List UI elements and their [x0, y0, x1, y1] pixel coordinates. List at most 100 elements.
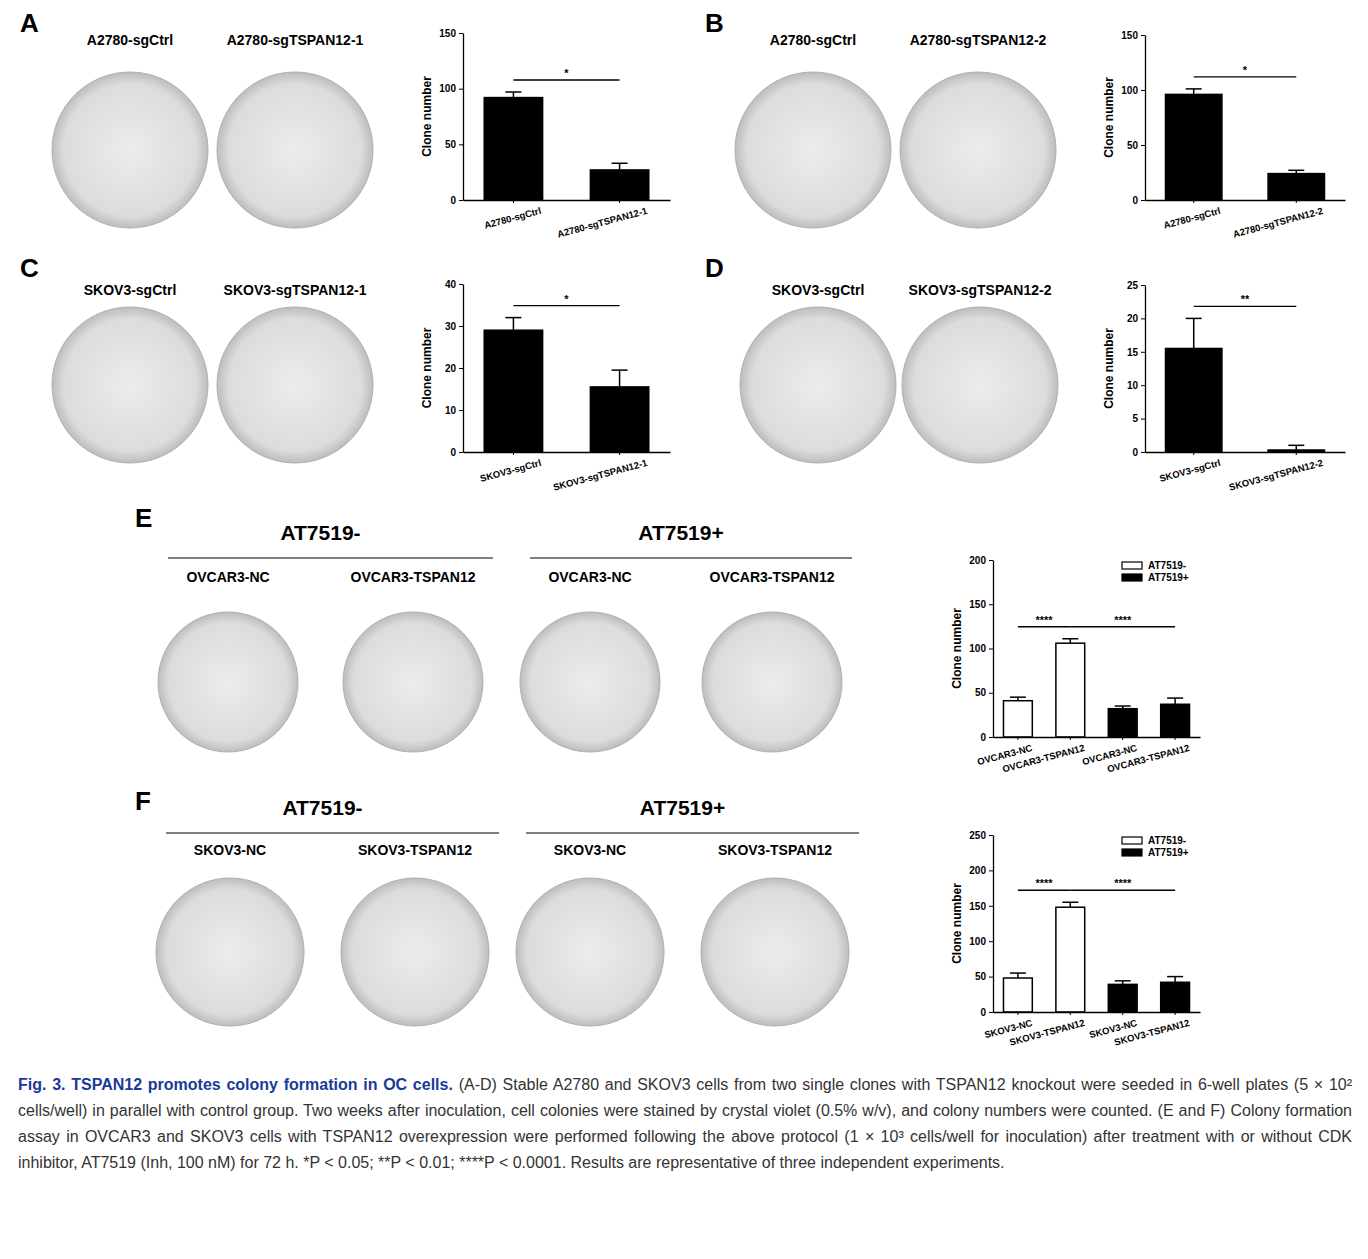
y-axis-title: Clone number: [1102, 77, 1116, 158]
bar: [1108, 984, 1137, 1012]
figure: AA2780-sgCtrlA2780-sgTSPAN12-1BA2780-sgC…: [0, 0, 1368, 1259]
tick-label: SKOV3-sgTSPAN12-2: [1228, 457, 1325, 493]
tick-mark: [989, 870, 993, 871]
tick-label: 150: [969, 901, 986, 912]
error-cap: [1288, 170, 1304, 172]
tick-mark: [1122, 1012, 1123, 1015]
group-header: AT7519-: [280, 521, 360, 544]
tick-label: 0: [980, 732, 986, 743]
tick-mark: [459, 89, 463, 90]
y-tick: 0: [1132, 195, 1145, 206]
error-stem: [619, 163, 621, 170]
dish-image: [52, 307, 208, 463]
tick-mark: [1070, 1012, 1071, 1015]
tick-mark: [459, 326, 463, 327]
dish-label: SKOV3-TSPAN12: [358, 842, 472, 858]
axis-line: [1145, 36, 1146, 201]
dish-label: SKOV3-TSPAN12: [718, 842, 832, 858]
tick-mark: [459, 284, 463, 285]
bar: [1161, 704, 1190, 737]
x-tick: OVCAR3-TSPAN12: [1001, 737, 1086, 775]
x-axis: SKOV3-sgCtrlSKOV3-sgTSPAN12-2: [1146, 452, 1346, 493]
dish-image: [735, 72, 891, 228]
y-tick: 15: [1127, 347, 1145, 358]
tick-label: 150: [969, 599, 986, 610]
error-stem: [513, 318, 515, 331]
error-cap: [1186, 318, 1202, 320]
tick-label: 5: [1132, 413, 1138, 424]
tick-mark: [1017, 737, 1018, 740]
tick-label: 20: [1127, 313, 1139, 324]
y-tick: 250: [969, 830, 993, 841]
error-stem: [619, 370, 621, 387]
y-tick: 100: [439, 83, 463, 94]
bar: [1268, 174, 1324, 200]
dish-label: OVCAR3-TSPAN12: [710, 569, 835, 585]
plot-area: [1003, 902, 1189, 1012]
tick-label: SKOV3-TSPAN12: [1113, 1017, 1191, 1048]
tick-label: 0: [450, 195, 456, 206]
tick-label: OVCAR3-TSPAN12: [1001, 742, 1086, 775]
x-tick: SKOV3-sgCtrl: [1158, 452, 1222, 484]
significance-line: [513, 79, 619, 80]
error-cap: [1062, 638, 1078, 640]
dish-image: [158, 612, 298, 752]
tick-mark: [1296, 200, 1297, 203]
dish-label: OVCAR3-NC: [186, 569, 269, 585]
bar: [1003, 978, 1032, 1012]
dish-label: SKOV3-sgTSPAN12-2: [909, 282, 1052, 298]
error-bar: [1010, 973, 1026, 978]
error-cap: [505, 91, 521, 93]
dish-image: [520, 612, 660, 752]
tick-label: SKOV3-sgCtrl: [479, 457, 543, 484]
chart: 050100150A2780-sgCtrlA2780-sgTSPAN12-1Cl…: [420, 28, 671, 240]
x-tick: OVCAR3-TSPAN12: [1106, 737, 1191, 775]
legend-swatch: [1122, 837, 1142, 844]
y-tick: 5: [1132, 413, 1145, 424]
group-header: AT7519+: [640, 796, 725, 819]
y-axis: 050100150: [439, 28, 463, 206]
tick-label: 200: [969, 865, 986, 876]
tick-mark: [513, 200, 514, 203]
y-tick: 20: [445, 363, 463, 374]
bar: [1166, 94, 1222, 200]
tick-label: 0: [980, 1007, 986, 1018]
axis-line: [994, 1012, 1201, 1013]
dish-label: SKOV3-NC: [554, 842, 626, 858]
tick-mark: [1122, 737, 1123, 740]
tick-mark: [1070, 737, 1071, 740]
tick-mark: [1017, 1012, 1018, 1015]
tick-mark: [1141, 419, 1145, 420]
y-axis-title: Clone number: [950, 608, 964, 689]
dish-label: SKOV3-sgCtrl: [772, 282, 865, 298]
bar: [1108, 709, 1137, 737]
error-bar: [612, 370, 628, 387]
tick-mark: [989, 835, 993, 836]
tick-mark: [1141, 145, 1145, 146]
bar: [590, 170, 648, 200]
tick-label: 20: [445, 363, 457, 374]
panel-letter: F: [135, 786, 151, 816]
significance-line: [1194, 76, 1297, 77]
y-tick: 50: [1127, 140, 1145, 151]
group-header: AT7519-: [282, 796, 362, 819]
error-bar: [1288, 445, 1304, 450]
x-tick: SKOV3-sgTSPAN12-2: [1228, 452, 1325, 493]
bar: [590, 387, 648, 452]
x-axis: OVCAR3-NCOVCAR3-TSPAN12OVCAR3-NCOVCAR3-T…: [976, 737, 1200, 775]
panel-letter: B: [705, 8, 724, 38]
tick-mark: [513, 452, 514, 455]
y-tick: 30: [445, 321, 463, 332]
bar: [1268, 450, 1324, 452]
significance-label: **: [1241, 293, 1250, 305]
y-tick: 25: [1127, 280, 1145, 291]
tick-label: 100: [439, 83, 456, 94]
plot-area: [484, 318, 649, 452]
dish-image: [900, 72, 1056, 228]
error-cap: [612, 163, 628, 165]
error-cap: [612, 369, 628, 371]
legend-swatch: [1122, 574, 1142, 581]
significance-line: [1070, 890, 1175, 891]
significance-line: [1194, 306, 1297, 307]
group-line: [530, 557, 852, 558]
